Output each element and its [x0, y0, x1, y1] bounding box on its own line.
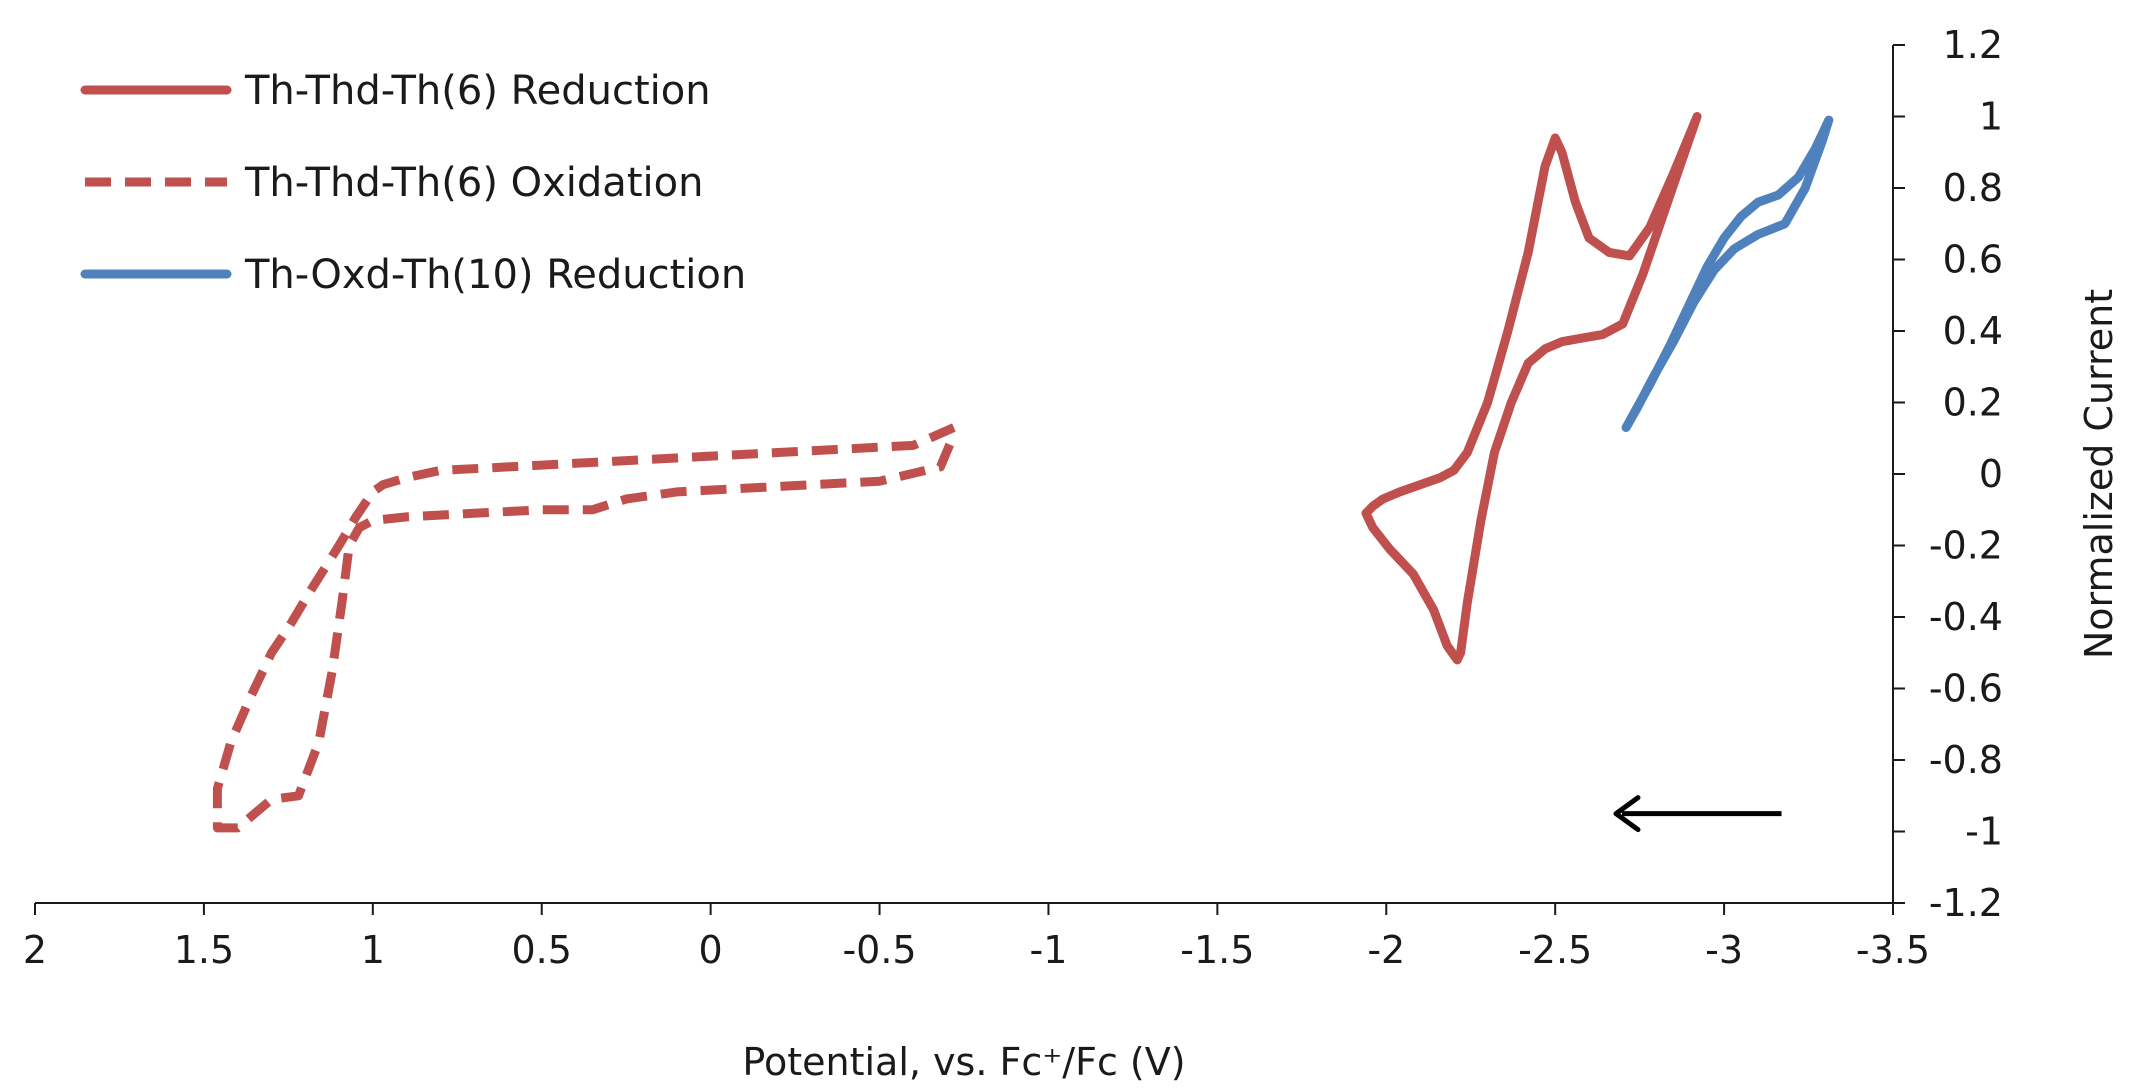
y-tick-label: -0.6: [1929, 667, 2003, 711]
x-tick-label: -2: [1367, 928, 1405, 972]
y-tick-label: 0.4: [1943, 309, 2003, 353]
x-tick-label: 1.5: [174, 928, 234, 972]
x-tick-label: 1: [361, 928, 385, 972]
legend-label-1: Th-Thd-Th(6) Reduction: [244, 68, 711, 114]
x-axis-ticks: 2 1.5 1 0.5 0 -0.5 -1 -1.5 -2 -2.5 -3 -3.5: [23, 903, 1930, 972]
y-tick-label: -0.8: [1929, 738, 2003, 782]
y-tick-label: 1: [1979, 95, 2003, 139]
x-tick-label: 0.5: [512, 928, 572, 972]
y-tick-label: -0.2: [1929, 524, 2003, 568]
x-tick-label: -1.5: [1180, 928, 1254, 972]
legend: Th-Thd-Th(6) Reduction Th-Thd-Th(6) Oxida…: [80, 68, 746, 298]
y-tick-label: 0.2: [1943, 381, 2003, 425]
x-tick-label: -3.5: [1856, 928, 1930, 972]
y-tick-label: 1.2: [1943, 23, 2003, 67]
x-tick-label: -2.5: [1518, 928, 1592, 972]
direction-arrow-head: [1613, 795, 1641, 833]
legend-label-2: Th-Thd-Th(6) Oxidation: [244, 160, 703, 206]
x-tick-label: -3: [1705, 928, 1743, 972]
y-tick-label: -1: [1965, 810, 2003, 854]
legend-label-3: Th-Oxd-Th(10) Reduction: [244, 252, 746, 298]
series-line-3: [1621, 115, 1834, 432]
y-tick-label: 0.6: [1943, 238, 2003, 282]
y-tick-label: 0: [1979, 452, 2003, 496]
x-axis-title: Potential, vs. Fc⁺/Fc (V): [742, 1040, 1185, 1084]
x-tick-label: 2: [23, 928, 47, 972]
y-tick-label: -1.2: [1929, 881, 2003, 925]
y-axis-title: Normalized Current: [2077, 289, 2121, 659]
y-tick-label: -0.4: [1929, 595, 2003, 639]
y-tick-label: 0.8: [1943, 166, 2003, 210]
x-tick-label: -0.5: [842, 928, 916, 972]
series-group: [212, 112, 1834, 833]
axes: 2 1.5 1 0.5 0 -0.5 -1 -1.5 -2 -2.5 -3 -3.5 1.2 1 0.8 0…: [23, 23, 2003, 972]
x-tick-label: -1: [1030, 928, 1068, 972]
annotation-group: [1613, 795, 1782, 833]
x-tick-label: 0: [699, 928, 723, 972]
series-line-2: [212, 423, 959, 833]
y-axis-ticks: 1.2 1 0.8 0.6 0.4 0.2 0 -0.2 -0.4 -0.6 -0.8 -1 -1.2: [1893, 23, 2003, 925]
series-line-1: [1361, 112, 1702, 665]
